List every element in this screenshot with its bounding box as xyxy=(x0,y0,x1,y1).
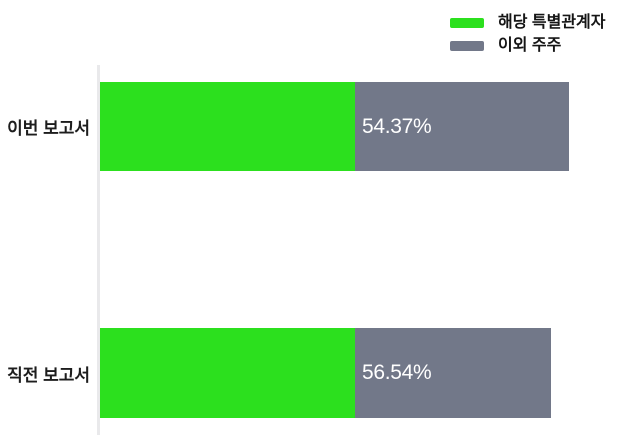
bar-row-current-report: 이번 보고서 54.37% xyxy=(0,82,628,171)
bar-segment-special-related[interactable] xyxy=(100,328,355,418)
legend-item-special-related[interactable]: 해당 특별관계자 xyxy=(450,14,606,31)
legend-swatch-green xyxy=(450,17,484,28)
legend-swatch-gray xyxy=(450,40,484,51)
legend-label: 이외 주주 xyxy=(498,37,562,54)
bar-segment-special-related[interactable] xyxy=(100,82,355,171)
category-label: 이번 보고서 xyxy=(7,119,90,138)
legend-label: 해당 특별관계자 xyxy=(498,14,606,31)
bar-segment-other-shareholders[interactable]: 54.37% xyxy=(355,82,569,171)
chart-legend: 해당 특별관계자 이외 주주 xyxy=(450,14,606,60)
bar-segment-other-shareholders[interactable]: 56.54% xyxy=(355,328,551,418)
category-label: 직전 보고서 xyxy=(7,365,90,385)
bar: 56.54% xyxy=(100,328,551,418)
y-axis-line xyxy=(97,65,100,435)
value-label: 54.37% xyxy=(362,114,432,138)
legend-item-other-shareholders[interactable]: 이외 주주 xyxy=(450,37,606,54)
value-label: 56.54% xyxy=(362,361,432,384)
bar: 54.37% xyxy=(100,82,569,171)
bar-row-previous-report: 직전 보고서 56.54% xyxy=(0,328,628,418)
